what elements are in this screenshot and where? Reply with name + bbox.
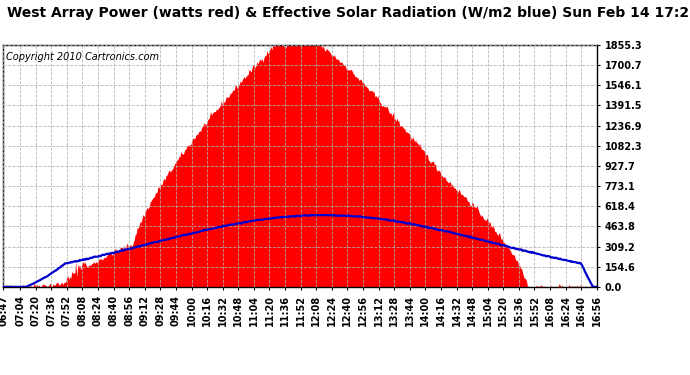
Text: Copyright 2010 Cartronics.com: Copyright 2010 Cartronics.com — [6, 52, 159, 62]
Text: West Array Power (watts red) & Effective Solar Radiation (W/m2 blue) Sun Feb 14 : West Array Power (watts red) & Effective… — [7, 6, 690, 20]
